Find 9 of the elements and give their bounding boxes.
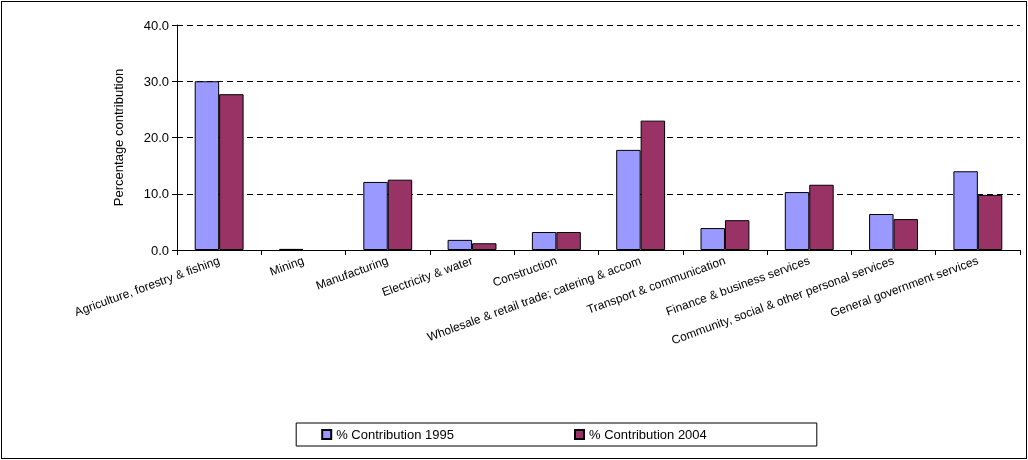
y-tick-label: 30.0 [143, 73, 169, 89]
y-tick-label: 10.0 [143, 186, 169, 202]
x-tick-label: Mining [267, 253, 306, 279]
y-tick-label: 20.0 [143, 130, 169, 145]
y-axis-title: Percentage contribution [111, 68, 126, 207]
legend-label: % Contribution 2004 [589, 427, 707, 442]
legend-label: % Contribution 1995 [336, 427, 455, 442]
y-tick-label: 0.0 [150, 242, 169, 258]
y-tick-label: 40.0 [143, 17, 169, 33]
